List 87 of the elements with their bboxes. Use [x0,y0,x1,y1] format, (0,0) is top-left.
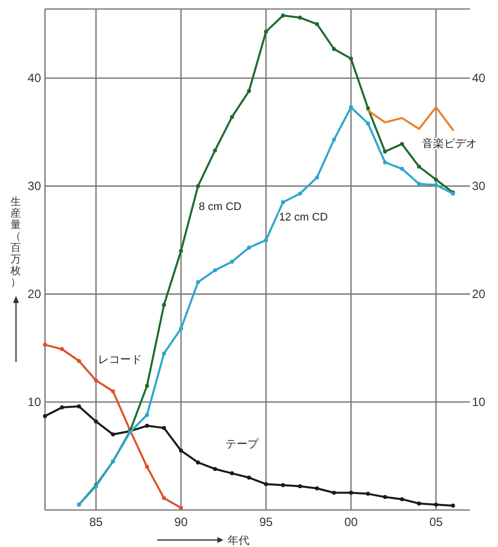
y2-tick-label: 40 [472,71,486,86]
point [366,121,370,126]
point [145,464,149,469]
point [247,89,251,94]
x-tick-label: 90 [174,515,188,529]
point [366,492,370,496]
point [145,424,149,428]
point [332,46,336,51]
point [111,389,115,394]
point [162,496,166,500]
point [230,260,234,264]
point [213,148,217,152]
point [400,166,404,171]
point [162,351,166,356]
y2-tick-label: 20 [472,287,486,302]
x-tick-label: 05 [429,515,443,529]
series-label: 12 cm CD [278,212,328,224]
point [281,200,285,204]
y2-tick-label: 10 [472,395,486,410]
point [383,160,387,164]
point [434,183,438,187]
point [400,497,404,502]
point [43,414,47,418]
point [264,482,268,486]
point [332,490,336,495]
point [60,347,64,352]
point [179,506,183,510]
point [196,280,200,284]
point [213,268,217,272]
y-tick-label: 40 [28,71,42,86]
point [332,138,336,142]
point [383,495,387,500]
point [281,483,285,488]
point [298,192,302,196]
point [179,326,183,331]
y-axis-title: 生産量（百万枚） [10,195,22,288]
point [264,238,268,242]
point [94,378,98,382]
y-tick-label: 20 [28,287,42,302]
point [77,404,81,408]
point [417,182,421,186]
x-tick-label: 95 [259,515,273,529]
point [315,175,319,180]
point [315,486,319,490]
y2-tick-label: 30 [472,179,486,194]
point [43,342,47,347]
point [230,114,234,119]
point [213,466,217,471]
point [417,164,421,169]
point [349,56,353,61]
point [434,502,438,507]
point [196,460,200,464]
line-series [367,106,454,131]
point [349,105,353,110]
point [145,412,149,417]
point [383,150,387,154]
point [94,419,98,424]
y-tick-label: 10 [28,395,42,410]
point [179,248,183,253]
point [417,502,421,506]
point [247,246,251,250]
x-tick-label: 00 [344,515,358,529]
point [179,448,183,453]
point [451,504,455,508]
point [281,13,285,18]
x-axis-title: 年代 [227,535,250,547]
point [298,484,302,488]
point [315,22,319,26]
point [434,178,438,182]
point [60,405,64,410]
point [230,471,234,476]
point [162,302,166,307]
point [196,184,200,188]
point [162,426,166,430]
series-label: 8 cm CD [198,200,242,213]
point [298,16,302,20]
point [111,432,115,436]
point [247,476,251,480]
series-label: テープ [226,437,260,450]
point [145,384,149,388]
x-tick-label: 85 [89,515,103,529]
point [400,142,404,146]
point [264,30,268,34]
point [77,358,81,363]
series-label: レコード [98,354,142,366]
y-tick-label: 30 [28,179,42,194]
point [349,490,353,495]
